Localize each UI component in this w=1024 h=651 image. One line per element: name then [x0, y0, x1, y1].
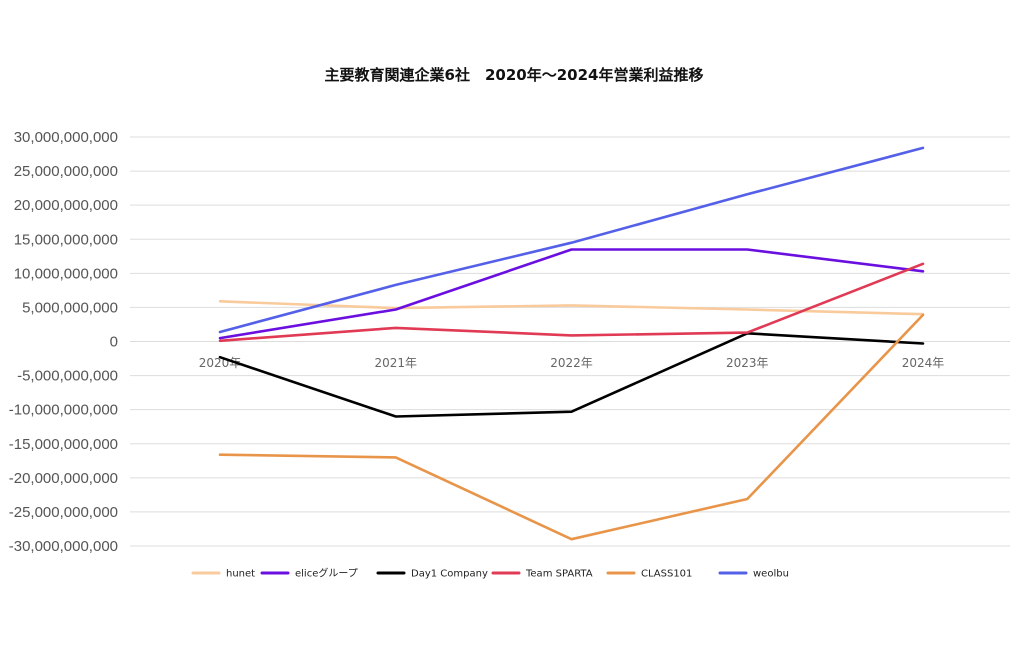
series-line-day1-company — [218, 331, 925, 418]
x-tick-label: 2021年 — [374, 356, 417, 370]
y-tick-label: -5,000,000,000 — [17, 368, 118, 385]
y-tick-label: 0 — [110, 334, 118, 351]
y-tick-label: 15,000,000,000 — [14, 231, 118, 248]
x-axis-ticks: 2020年 2021年 2022年 2023年 2024年 — [199, 356, 945, 370]
series-layer — [218, 146, 925, 541]
chart-title: 主要教育関連企業6社 2020年〜2024年営業利益推移 — [325, 66, 704, 84]
x-tick-label: 2022年 — [550, 356, 593, 370]
series-line-team-sparta — [218, 262, 925, 343]
series-line-class101 — [218, 313, 925, 541]
series-line-hunet — [218, 299, 925, 316]
legend-label: eliceグループ — [295, 567, 358, 580]
y-tick-label: 5,000,000,000 — [22, 299, 118, 316]
y-tick-label: -25,000,000,000 — [9, 504, 118, 521]
legend-label: Team SPARTA — [525, 569, 593, 580]
y-tick-label: -20,000,000,000 — [9, 470, 118, 487]
legend-label: CLASS101 — [641, 569, 692, 580]
y-tick-label: 10,000,000,000 — [14, 265, 118, 282]
x-tick-label: 2023年 — [726, 356, 769, 370]
series-line-weolbu — [218, 146, 925, 334]
y-tick-label: 25,000,000,000 — [14, 163, 118, 180]
y-tick-label: -10,000,000,000 — [9, 402, 118, 419]
legend: hunet eliceグループ Day1 Company Team SPARTA CLA… — [191, 567, 789, 580]
legend-label: hunet — [226, 569, 255, 580]
y-tick-label: -30,000,000,000 — [9, 538, 118, 555]
y-tick-label: 30,000,000,000 — [14, 129, 118, 146]
x-tick-label: 2024年 — [902, 356, 945, 370]
y-tick-label: 20,000,000,000 — [14, 197, 118, 214]
grid-layer — [130, 136, 1010, 547]
legend-label: weolbu — [753, 569, 789, 580]
y-tick-label: -15,000,000,000 — [9, 436, 118, 453]
y-axis-ticks: 30,000,000,000 25,000,000,000 20,000,000,0… — [9, 129, 118, 555]
legend-label: Day1 Company — [411, 569, 488, 580]
series-line-eliceグループ — [218, 248, 925, 340]
